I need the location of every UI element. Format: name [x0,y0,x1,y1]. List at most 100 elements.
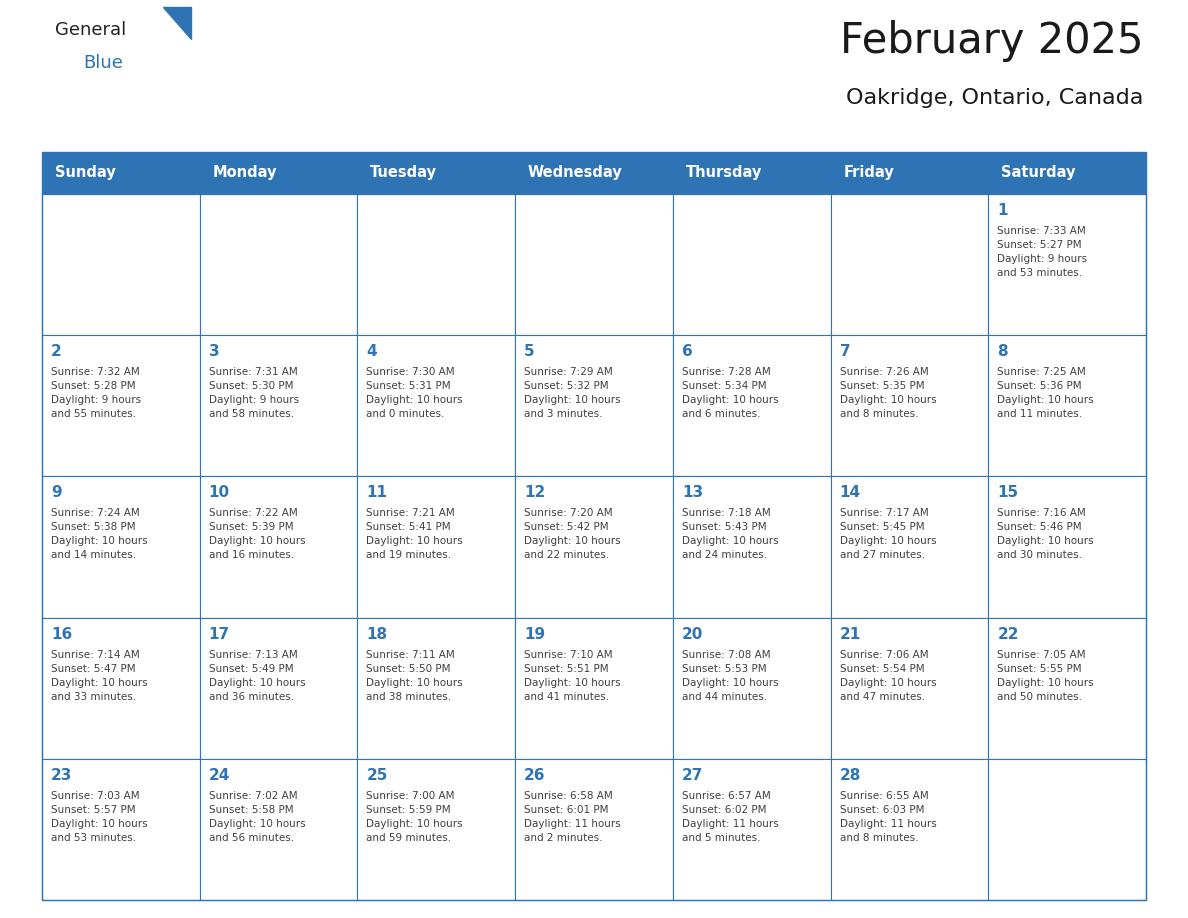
Text: Blue: Blue [83,54,122,72]
Bar [42,194,200,335]
Text: Oakridge, Ontario, Canada: Oakridge, Ontario, Canada [846,88,1143,108]
Bar [830,618,988,759]
Polygon shape [163,7,191,39]
Bar [358,618,516,759]
Text: 8: 8 [997,344,1007,359]
Bar [200,194,358,335]
Text: 19: 19 [524,627,545,642]
Bar [358,759,516,900]
Text: Sunrise: 6:57 AM
Sunset: 6:02 PM
Daylight: 11 hours
and 5 minutes.: Sunrise: 6:57 AM Sunset: 6:02 PM Dayligh… [682,790,778,843]
Text: Saturday: Saturday [1001,165,1075,181]
Text: Sunrise: 7:33 AM
Sunset: 5:27 PM
Daylight: 9 hours
and 53 minutes.: Sunrise: 7:33 AM Sunset: 5:27 PM Dayligh… [997,226,1087,278]
Text: 4: 4 [366,344,377,359]
Text: General: General [55,21,126,39]
Text: Sunrise: 6:55 AM
Sunset: 6:03 PM
Daylight: 11 hours
and 8 minutes.: Sunrise: 6:55 AM Sunset: 6:03 PM Dayligh… [840,790,936,843]
Text: Sunrise: 7:14 AM
Sunset: 5:47 PM
Daylight: 10 hours
and 33 minutes.: Sunrise: 7:14 AM Sunset: 5:47 PM Dayligh… [51,650,147,701]
Text: Sunrise: 7:28 AM
Sunset: 5:34 PM
Daylight: 10 hours
and 6 minutes.: Sunrise: 7:28 AM Sunset: 5:34 PM Dayligh… [682,367,778,420]
Text: Sunrise: 7:03 AM
Sunset: 5:57 PM
Daylight: 10 hours
and 53 minutes.: Sunrise: 7:03 AM Sunset: 5:57 PM Dayligh… [51,790,147,843]
Text: 3: 3 [209,344,220,359]
Bar [672,335,830,476]
Text: 24: 24 [209,767,230,783]
Text: Sunrise: 7:20 AM
Sunset: 5:42 PM
Daylight: 10 hours
and 22 minutes.: Sunrise: 7:20 AM Sunset: 5:42 PM Dayligh… [524,509,621,560]
Text: Sunrise: 7:02 AM
Sunset: 5:58 PM
Daylight: 10 hours
and 56 minutes.: Sunrise: 7:02 AM Sunset: 5:58 PM Dayligh… [209,790,305,843]
Bar [200,476,358,618]
Text: 26: 26 [524,767,545,783]
Bar [200,618,358,759]
Text: Sunrise: 7:30 AM
Sunset: 5:31 PM
Daylight: 10 hours
and 0 minutes.: Sunrise: 7:30 AM Sunset: 5:31 PM Dayligh… [366,367,463,420]
Text: 25: 25 [366,767,387,783]
Text: Sunrise: 7:29 AM
Sunset: 5:32 PM
Daylight: 10 hours
and 3 minutes.: Sunrise: 7:29 AM Sunset: 5:32 PM Dayligh… [524,367,621,420]
Text: Sunrise: 7:10 AM
Sunset: 5:51 PM
Daylight: 10 hours
and 41 minutes.: Sunrise: 7:10 AM Sunset: 5:51 PM Dayligh… [524,650,621,701]
Text: 7: 7 [840,344,851,359]
Text: Sunrise: 7:06 AM
Sunset: 5:54 PM
Daylight: 10 hours
and 47 minutes.: Sunrise: 7:06 AM Sunset: 5:54 PM Dayligh… [840,650,936,701]
Text: 28: 28 [840,767,861,783]
Text: 1: 1 [997,203,1007,218]
Text: Sunrise: 7:08 AM
Sunset: 5:53 PM
Daylight: 10 hours
and 44 minutes.: Sunrise: 7:08 AM Sunset: 5:53 PM Dayligh… [682,650,778,701]
Bar [830,759,988,900]
Bar [358,335,516,476]
Bar [42,618,200,759]
Bar [200,335,358,476]
Bar [358,476,516,618]
Text: Sunrise: 7:22 AM
Sunset: 5:39 PM
Daylight: 10 hours
and 16 minutes.: Sunrise: 7:22 AM Sunset: 5:39 PM Dayligh… [209,509,305,560]
Text: 21: 21 [840,627,861,642]
Bar [200,759,358,900]
Bar [830,194,988,335]
Bar [42,152,1146,900]
Bar [672,759,830,900]
Text: 12: 12 [524,486,545,500]
Bar [42,759,200,900]
Bar [516,618,672,759]
Text: Sunrise: 7:00 AM
Sunset: 5:59 PM
Daylight: 10 hours
and 59 minutes.: Sunrise: 7:00 AM Sunset: 5:59 PM Dayligh… [366,790,463,843]
Bar [988,759,1146,900]
Text: 18: 18 [366,627,387,642]
Bar [42,152,1146,194]
Bar [988,335,1146,476]
Text: 16: 16 [51,627,72,642]
Bar [516,476,672,618]
Bar [988,194,1146,335]
Bar [358,194,516,335]
Bar [830,476,988,618]
Text: Sunrise: 7:13 AM
Sunset: 5:49 PM
Daylight: 10 hours
and 36 minutes.: Sunrise: 7:13 AM Sunset: 5:49 PM Dayligh… [209,650,305,701]
Bar [672,618,830,759]
Text: February 2025: February 2025 [840,20,1143,62]
Text: 6: 6 [682,344,693,359]
Text: 17: 17 [209,627,229,642]
Bar [42,476,200,618]
Text: Sunrise: 7:17 AM
Sunset: 5:45 PM
Daylight: 10 hours
and 27 minutes.: Sunrise: 7:17 AM Sunset: 5:45 PM Dayligh… [840,509,936,560]
Text: Sunrise: 7:32 AM
Sunset: 5:28 PM
Daylight: 9 hours
and 55 minutes.: Sunrise: 7:32 AM Sunset: 5:28 PM Dayligh… [51,367,141,420]
Bar [42,335,200,476]
Bar [672,476,830,618]
Text: Sunrise: 7:24 AM
Sunset: 5:38 PM
Daylight: 10 hours
and 14 minutes.: Sunrise: 7:24 AM Sunset: 5:38 PM Dayligh… [51,509,147,560]
Text: Sunday: Sunday [55,165,115,181]
Text: 22: 22 [997,627,1019,642]
Text: 9: 9 [51,486,62,500]
Text: 14: 14 [840,486,860,500]
Text: Sunrise: 7:31 AM
Sunset: 5:30 PM
Daylight: 9 hours
and 58 minutes.: Sunrise: 7:31 AM Sunset: 5:30 PM Dayligh… [209,367,299,420]
Text: 11: 11 [366,486,387,500]
Bar [988,476,1146,618]
Text: 15: 15 [997,486,1018,500]
Bar [516,335,672,476]
Text: 23: 23 [51,767,72,783]
Text: Friday: Friday [843,165,893,181]
Text: 2: 2 [51,344,62,359]
Bar [516,759,672,900]
Text: 10: 10 [209,486,229,500]
Text: Sunrise: 7:26 AM
Sunset: 5:35 PM
Daylight: 10 hours
and 8 minutes.: Sunrise: 7:26 AM Sunset: 5:35 PM Dayligh… [840,367,936,420]
Text: 27: 27 [682,767,703,783]
Text: Sunrise: 7:16 AM
Sunset: 5:46 PM
Daylight: 10 hours
and 30 minutes.: Sunrise: 7:16 AM Sunset: 5:46 PM Dayligh… [997,509,1094,560]
Text: Sunrise: 6:58 AM
Sunset: 6:01 PM
Daylight: 11 hours
and 2 minutes.: Sunrise: 6:58 AM Sunset: 6:01 PM Dayligh… [524,790,621,843]
Text: 20: 20 [682,627,703,642]
Text: 13: 13 [682,486,703,500]
Text: 5: 5 [524,344,535,359]
Bar [516,194,672,335]
Text: Sunrise: 7:18 AM
Sunset: 5:43 PM
Daylight: 10 hours
and 24 minutes.: Sunrise: 7:18 AM Sunset: 5:43 PM Dayligh… [682,509,778,560]
Bar [830,335,988,476]
Bar [672,194,830,335]
Text: Sunrise: 7:25 AM
Sunset: 5:36 PM
Daylight: 10 hours
and 11 minutes.: Sunrise: 7:25 AM Sunset: 5:36 PM Dayligh… [997,367,1094,420]
Text: Sunrise: 7:11 AM
Sunset: 5:50 PM
Daylight: 10 hours
and 38 minutes.: Sunrise: 7:11 AM Sunset: 5:50 PM Dayligh… [366,650,463,701]
Text: Sunrise: 7:21 AM
Sunset: 5:41 PM
Daylight: 10 hours
and 19 minutes.: Sunrise: 7:21 AM Sunset: 5:41 PM Dayligh… [366,509,463,560]
Bar [988,618,1146,759]
